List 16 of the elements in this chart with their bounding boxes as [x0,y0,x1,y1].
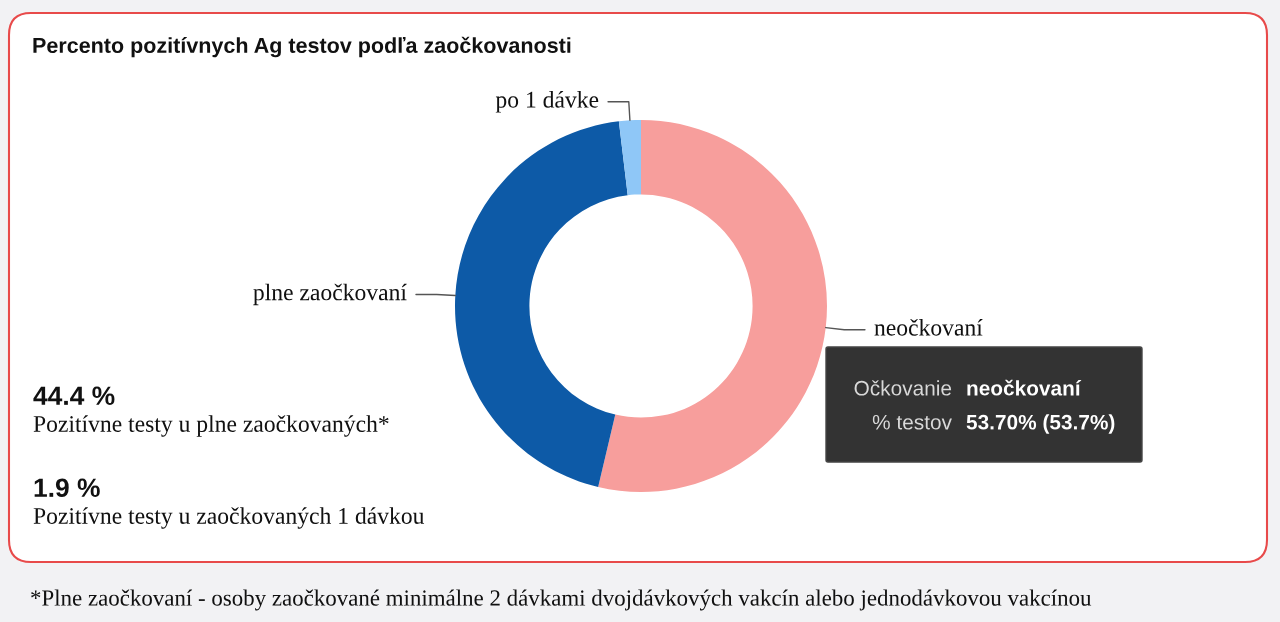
text: % testov [872,414,952,430]
text: *Plne zaočkovaní - osoby zaočkované minimálne 2 dávkami dvojdávkových vakcín alebo jednodávkovou vakcínou [31,589,1092,611]
slice-label: neočkovaní [874,318,983,336]
slice-label: plne zaočkovaní [253,283,407,306]
slice-label: po 1 dávke [495,91,599,113]
chart-title: Percento pozitívnych Ag testov podľa zaočkovanosti [33,36,571,58]
donut-slice [455,121,628,487]
text: 44.4 % [33,386,115,406]
text: 1.9 % [34,478,100,498]
text: Pozitívne testy u plne zaočkovaných* [33,415,389,437]
donut-slice [598,120,827,492]
text: neočkovaní [967,379,1082,396]
text: 53.70% (53.7%) [966,414,1115,434]
text: Pozitívne testy u zaočkovaných 1 dávkou [33,507,425,529]
donut-slice [618,120,641,196]
text: Očkovanie [854,380,952,396]
